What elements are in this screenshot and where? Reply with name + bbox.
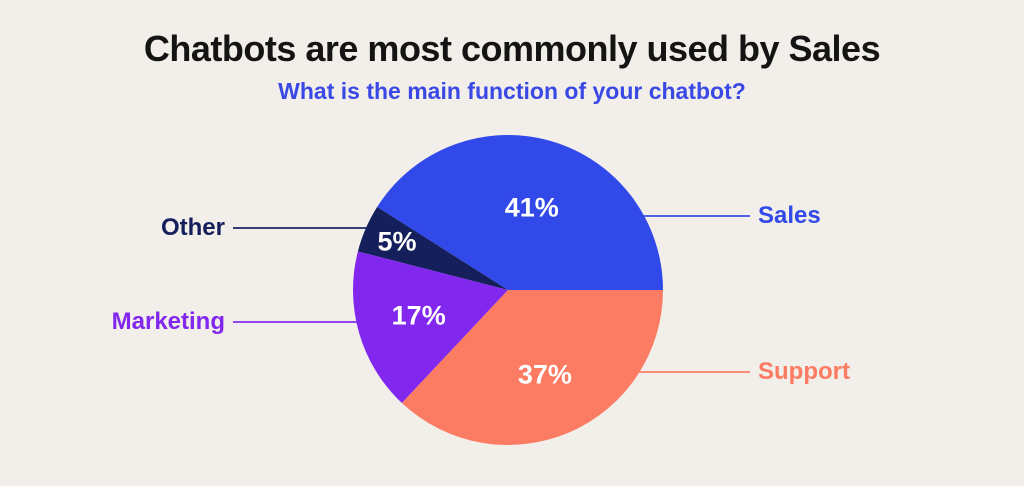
pie-slice-sales bbox=[377, 135, 663, 290]
pie-slice-support bbox=[401, 290, 663, 445]
callout-label-marketing: Marketing bbox=[111, 308, 225, 335]
pie-slice-other bbox=[357, 206, 508, 290]
callout-label-other: Other bbox=[160, 214, 225, 241]
chart-subtitle: What is the main function of your chatbo… bbox=[278, 78, 746, 104]
pie-slice-marketing bbox=[353, 251, 508, 403]
callout-label-support: Support bbox=[758, 358, 850, 385]
chart-title: Chatbots are most commonly used by Sales bbox=[143, 28, 881, 69]
callout-label-sales: Sales bbox=[758, 202, 821, 229]
